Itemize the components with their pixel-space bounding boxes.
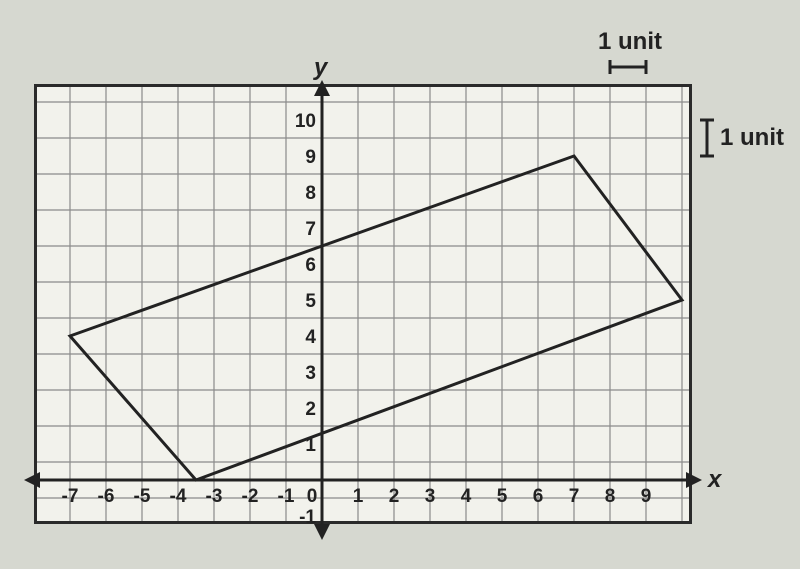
y-tick-label: 7 (305, 219, 316, 240)
y-tick-label: 2 (305, 399, 316, 420)
x-tick-label: 5 (497, 486, 508, 507)
y-axis-label: y (314, 54, 327, 82)
y-tick-label: 9 (305, 147, 316, 168)
x-tick-label: 7 (569, 486, 580, 507)
x-tick-label: -2 (242, 486, 259, 507)
x-tick-label: 4 (461, 486, 472, 507)
x-tick-label: -1 (278, 486, 295, 507)
y-tick-label: 6 (305, 255, 316, 276)
x-tick-label: -4 (170, 486, 187, 507)
x-tick-label: 3 (425, 486, 436, 507)
unit-horizontal-bracket (608, 58, 648, 78)
unit-vertical-bracket (698, 118, 718, 158)
x-tick-label: -5 (134, 486, 151, 507)
y-tick-label: 10 (295, 111, 316, 132)
x-tick-label: 8 (605, 486, 616, 507)
x-axis-label: x (708, 466, 721, 494)
unit-horizontal-label: 1 unit (598, 28, 662, 56)
y-tick-label: 4 (305, 327, 316, 348)
x-tick-label: 6 (533, 486, 544, 507)
origin-label: 0 (307, 486, 318, 507)
x-tick-label: 9 (641, 486, 652, 507)
y-tick-label: 1 (305, 435, 316, 456)
y-tick-label: 3 (305, 363, 316, 384)
y-tick-label: -1 (299, 507, 316, 528)
unit-vertical-label: 1 unit (720, 124, 784, 152)
coordinate-grid-chart: -7 -6 -5 -4 -3 -2 -1 1 2 3 4 5 6 7 8 9 0 1 2 3 4 5 6 7 8 9 10 -1 (34, 84, 692, 540)
x-tick-label: -7 (62, 486, 79, 507)
x-tick-label: -6 (98, 486, 115, 507)
y-tick-label: 5 (305, 291, 316, 312)
x-tick-label: 1 (353, 486, 364, 507)
y-tick-label: 8 (305, 183, 316, 204)
x-tick-label: 2 (389, 486, 400, 507)
x-tick-label: -3 (206, 486, 223, 507)
